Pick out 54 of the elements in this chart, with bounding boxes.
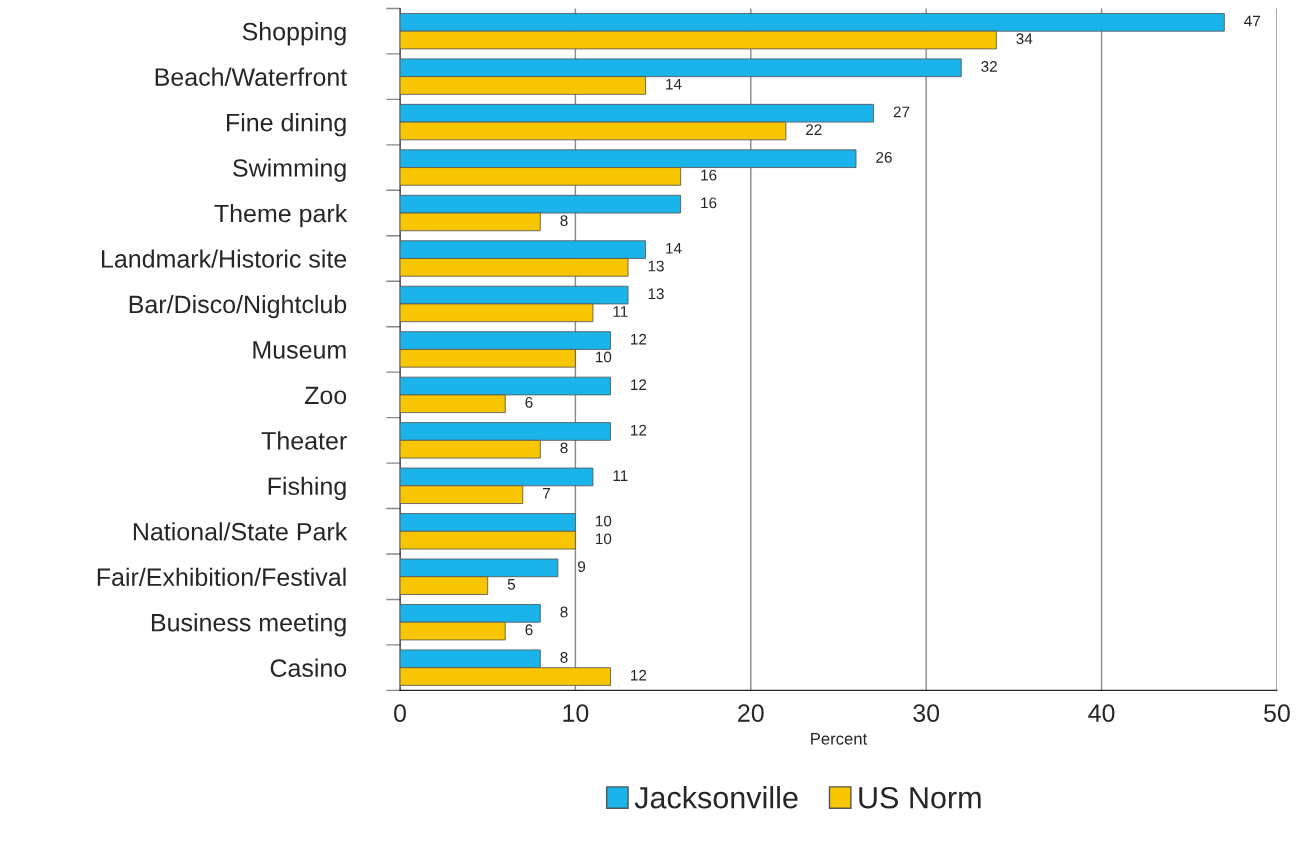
data-label: 10 [596,515,612,527]
x-tick-label: 0 [394,704,406,722]
data-label: 5 [507,579,516,590]
y-tick-label: Museum [253,341,346,359]
data-label: 10 [596,533,612,545]
y-tick-label: Fair/Exhibition/Festival [97,567,346,587]
y-tick-label: Fishing [268,476,346,501]
data-label: 14 [666,243,682,254]
data-label: 11 [613,306,628,317]
x-axis-title: Percent [811,733,868,745]
data-label: 27 [893,106,910,118]
data-label: 8 [560,442,568,454]
y-tick-label: Casino [270,658,347,677]
x-tick-label: 10 [563,704,589,722]
y-tick-label: Theme park [214,203,348,228]
y-tick-label: Theater [261,431,347,450]
data-label: 9 [578,561,586,572]
data-label: 6 [525,397,533,408]
data-label: 8 [560,606,568,618]
data-label: 6 [525,624,533,636]
x-tick-label: 50 [1264,704,1290,722]
data-label: 8 [560,652,568,663]
data-label: 12 [631,424,647,436]
y-tick-label: Zoo [304,386,347,405]
data-label: 12 [631,669,647,681]
y-tick-label: Business meeting [151,613,346,637]
data-label: 22 [806,124,822,135]
legend-label: Jacksonville [634,786,798,809]
data-label: 47 [1244,15,1260,27]
data-label: 7 [543,488,550,499]
y-tick-label: Swimming [233,158,346,182]
data-label: 14 [666,78,682,90]
data-label: 34 [1016,33,1033,45]
data-label: 11 [613,470,628,481]
data-label: 8 [560,215,568,226]
x-tick-label: 30 [913,704,940,722]
y-tick-label: Shopping [242,22,346,46]
data-label: 13 [648,260,664,272]
data-label: 12 [631,379,647,390]
x-tick-label: 40 [1088,704,1115,722]
y-tick-label: Landmark/Historic site [102,249,347,268]
data-label: 16 [701,169,717,181]
legend-label: US Norm [859,786,981,809]
y-tick-label: National/State Park [133,522,348,541]
data-label: 10 [596,351,612,363]
data-label: 26 [876,151,892,163]
x-tick-label: 20 [738,704,764,722]
y-tick-label: Fine dining [227,113,346,137]
data-label: 13 [648,288,664,300]
y-tick-label: Beach/Waterfront [155,67,348,86]
data-label: 16 [701,197,717,209]
data-label: 32 [981,61,997,72]
data-label: 12 [631,333,647,345]
y-tick-label: Bar/Disco/Nightclub [129,294,347,319]
